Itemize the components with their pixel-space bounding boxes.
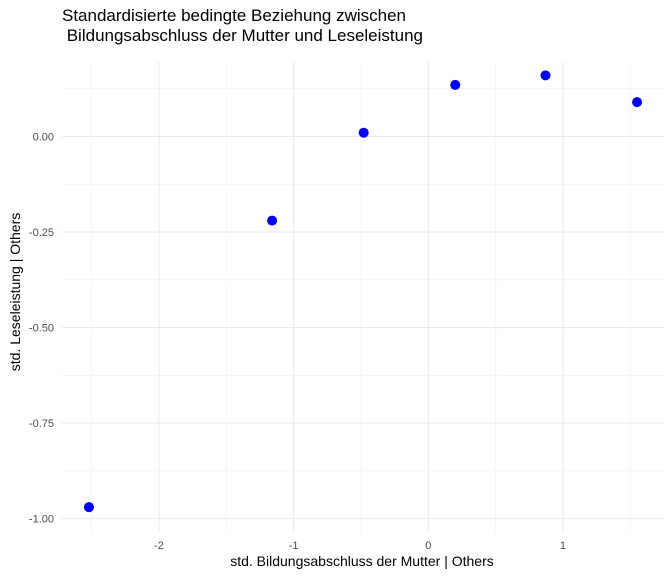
data-points [83, 70, 643, 513]
data-point [540, 70, 551, 81]
y-axis-title: std. Leseleistung | Others [7, 213, 23, 372]
x-tick-label: 1 [560, 540, 566, 552]
data-point [83, 502, 94, 513]
data-point [358, 127, 369, 138]
y-axis-ticks: -1.00 -0.75 -0.50 -0.25 0.00 [29, 132, 54, 526]
data-point [267, 215, 278, 226]
y-tick-label: 0.00 [33, 132, 54, 144]
x-axis-ticks: -2 -1 0 1 [154, 540, 566, 552]
y-tick-label: -0.25 [29, 227, 54, 239]
chart-title: Standardisierte bedingte Beziehung zwisc… [62, 6, 423, 45]
x-tick-label: 0 [425, 540, 431, 552]
y-tick-label: -0.50 [29, 323, 54, 335]
x-axis-title: std. Bildungsabschluss der Mutter | Othe… [230, 553, 494, 569]
minor-gridlines [62, 62, 664, 532]
y-tick-label: -0.75 [29, 418, 54, 430]
x-tick-label: -2 [154, 540, 164, 552]
x-tick-label: -1 [289, 540, 299, 552]
data-point [450, 79, 461, 90]
y-tick-label: -1.00 [29, 514, 54, 526]
data-point [632, 97, 643, 108]
